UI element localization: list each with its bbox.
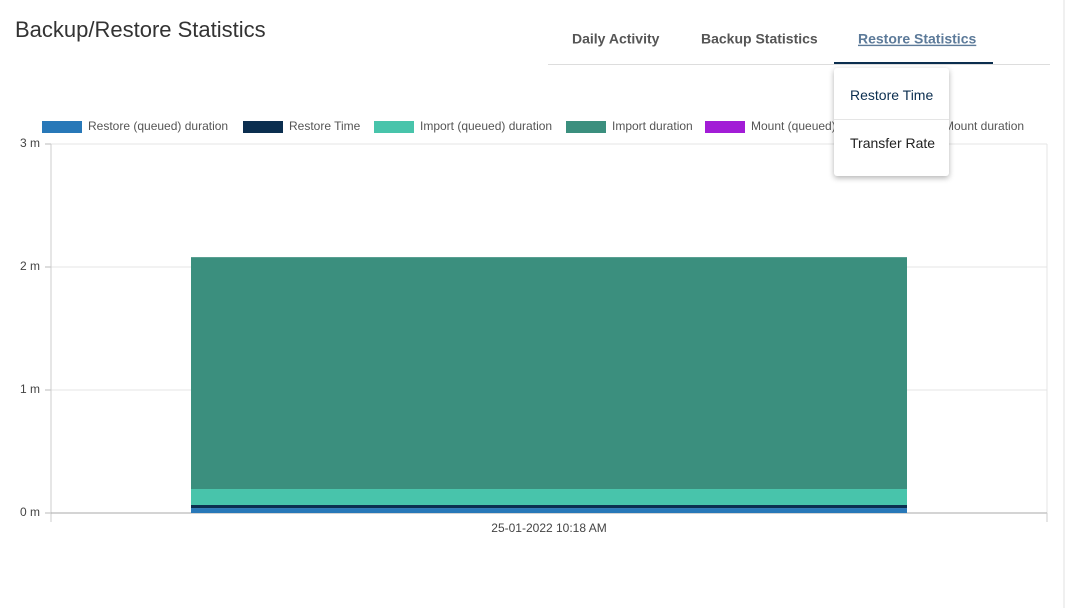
legend-swatch [566,121,606,133]
legend-swatch [42,121,82,133]
y-tick-label: 3 m [20,136,40,150]
page-title: Backup/Restore Statistics [15,17,266,42]
legend-swatch [705,121,745,133]
legend-swatch [374,121,414,133]
legend-label: Restore (queued) duration [88,119,228,133]
legend-label: Restore Time [289,119,361,133]
bar-segment [191,505,907,509]
tab[interactable]: Backup Statistics [701,31,818,47]
tab-active[interactable]: Restore Statistics [858,31,976,47]
dropdown: Restore Time Transfer Rate [834,68,949,176]
dropdown-item[interactable]: Transfer Rate [850,135,936,151]
tab[interactable]: Daily Activity [572,31,660,47]
legend-swatch [243,121,283,133]
dropdown-item[interactable]: Restore Time [850,87,934,103]
y-tick-label: 1 m [20,382,40,396]
bar-segment [191,489,907,506]
bar-segment [191,508,907,513]
legend-label: Import duration [612,119,693,133]
x-tick-label: 25-01-2022 10:18 AM [491,521,606,535]
divider [834,119,949,120]
bar-segment [191,257,907,490]
y-tick-label: 2 m [20,259,40,273]
tab-indicator [834,62,993,64]
legend-label: Import (queued) duration [420,119,552,133]
y-tick-label: 0 m [20,505,40,519]
legend-label: Mount duration [944,119,1024,133]
